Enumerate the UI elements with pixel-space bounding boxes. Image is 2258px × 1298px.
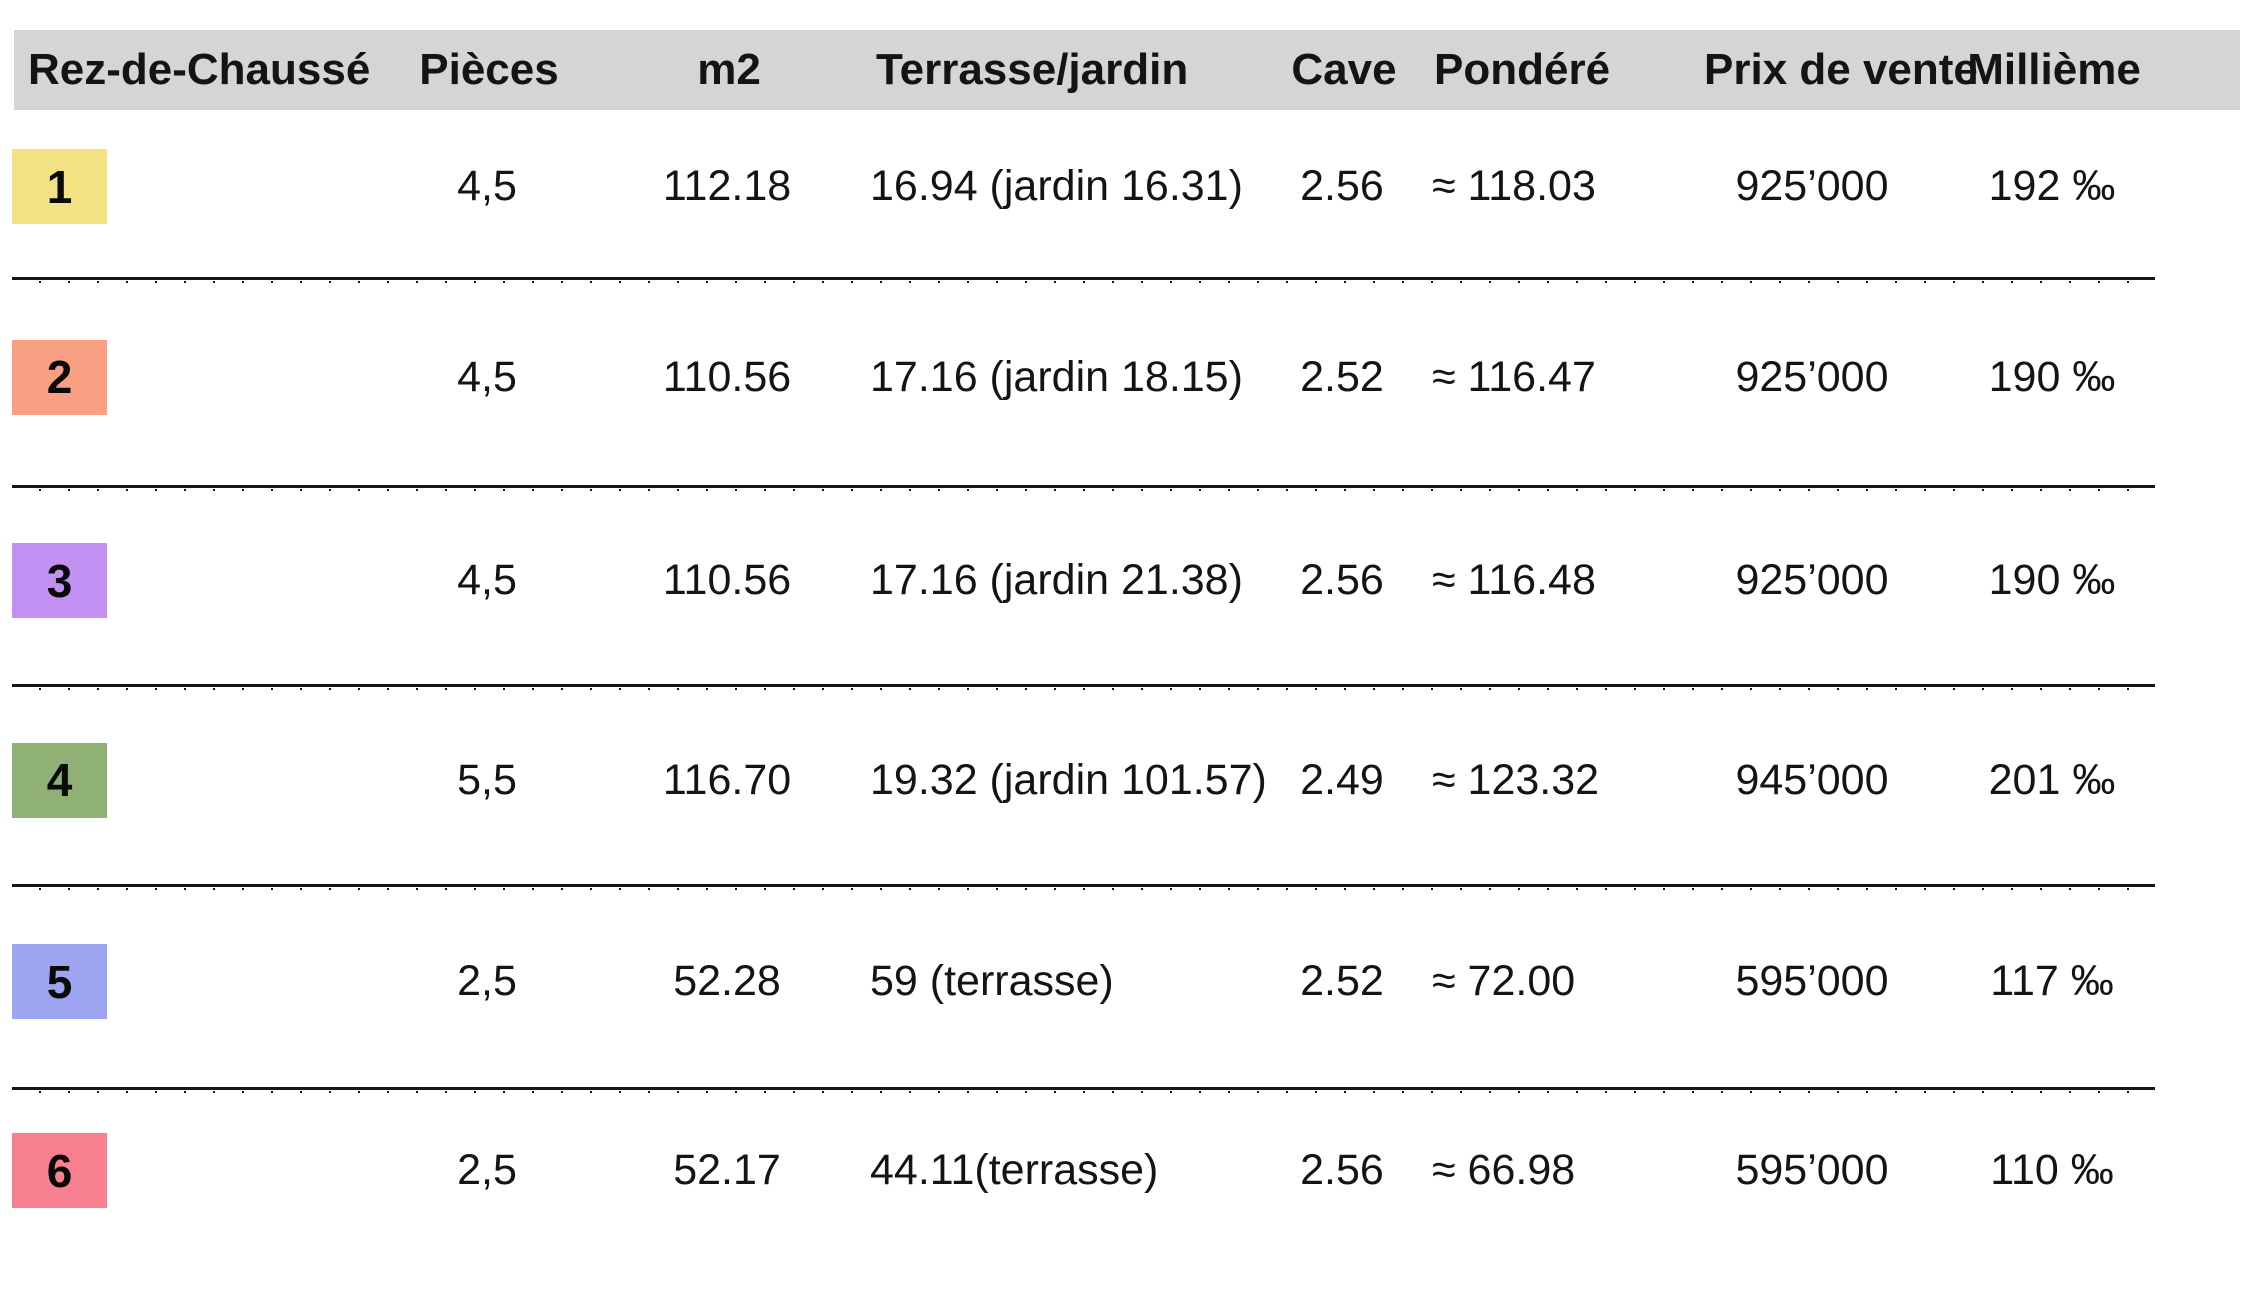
- cave-cell: 2.52: [1300, 352, 1384, 401]
- m2-cell: 110.56: [662, 352, 792, 401]
- prix-cell: 925’000: [1735, 352, 1889, 401]
- pieces-cell: 4,5: [457, 352, 517, 401]
- header-cave: Cave: [1291, 45, 1397, 94]
- m2-cell: 116.70: [662, 755, 792, 804]
- terrasse-cell: 17.16 (jardin 18.15): [870, 352, 1243, 401]
- terrasse-cell: 44.11(terrasse): [870, 1146, 1159, 1194]
- m2-cell: 52.17: [673, 1146, 781, 1194]
- header-pieces: Pièces: [419, 45, 559, 94]
- cave-cell: 2.56: [1300, 556, 1384, 604]
- table-header-row: Rez-de-Chaussé Pièces m2 Terrasse/jardin…: [14, 30, 2240, 110]
- price-table-sheet: Rez-de-Chaussé Pièces m2 Terrasse/jardin…: [0, 30, 2258, 1298]
- table-row: 5 2,5 52.28 59 (terrasse) 2.52 ≈ 72.00 5…: [12, 890, 2252, 1093]
- pieces-cell: 5,5: [457, 755, 517, 804]
- header-millieme: Millième: [1967, 45, 2141, 94]
- millieme-cell: 201 ‰: [1988, 755, 2116, 804]
- unit-badge: 4: [12, 742, 107, 818]
- header-terrasse-jardin: Terrasse/jardin: [876, 45, 1189, 94]
- header-m2: m2: [697, 45, 761, 94]
- unit-badge: 3: [12, 543, 107, 618]
- pieces-cell: 2,5: [457, 957, 517, 1005]
- terrasse-cell: 17.16 (jardin 21.38): [870, 556, 1243, 604]
- terrasse-cell: 59 (terrasse): [870, 957, 1114, 1005]
- millieme-cell: 110 ‰: [1990, 1146, 2114, 1194]
- millieme-cell: 190 ‰: [1988, 556, 2116, 604]
- pondere-cell: ≈ 116.48: [1432, 556, 1596, 604]
- pieces-cell: 4,5: [457, 556, 517, 604]
- prix-cell: 945’000: [1735, 755, 1889, 804]
- cave-cell: 2.52: [1300, 957, 1384, 1005]
- table-body: 1 4,5 112.18 16.94 (jardin 16.31) 2.56 ≈…: [12, 110, 2252, 1268]
- prix-cell: 925’000: [1735, 162, 1889, 210]
- pieces-cell: 2,5: [457, 1146, 517, 1194]
- table-row: 2 4,5 110.56 17.16 (jardin 18.15) 2.52 ≈…: [12, 283, 2252, 491]
- pondere-cell: ≈ 66.98: [1432, 1146, 1576, 1194]
- terrasse-cell: 16.94 (jardin 16.31): [870, 162, 1243, 210]
- table-row: 4 5,5 116.70 19.32 (jardin 101.57) 2.49 …: [12, 690, 2252, 890]
- table-row: 6 2,5 52.17 44.11(terrasse) 2.56 ≈ 66.98…: [12, 1093, 2252, 1268]
- unit-badge: 2: [12, 339, 107, 415]
- prix-cell: 925’000: [1735, 556, 1889, 604]
- cave-cell: 2.49: [1300, 755, 1384, 804]
- millieme-cell: 117 ‰: [1990, 957, 2114, 1005]
- pondere-cell: ≈ 123.32: [1432, 755, 1600, 804]
- table-row: 3 4,5 110.56 17.16 (jardin 21.38) 2.56 ≈…: [12, 491, 2252, 690]
- unit-badge: 1: [12, 149, 107, 224]
- m2-cell: 52.28: [673, 957, 781, 1005]
- prix-cell: 595’000: [1735, 1146, 1889, 1194]
- terrasse-cell: 19.32 (jardin 101.57): [870, 755, 1267, 804]
- pondere-cell: ≈ 72.00: [1432, 957, 1576, 1005]
- m2-cell: 112.18: [662, 162, 792, 210]
- unit-badge: 5: [12, 944, 107, 1019]
- m2-cell: 110.56: [662, 556, 792, 604]
- millieme-cell: 192 ‰: [1988, 162, 2116, 210]
- prix-cell: 595’000: [1735, 957, 1889, 1005]
- header-pondere: Pondéré: [1434, 45, 1611, 94]
- header-prix-de-vente: Prix de vente: [1704, 45, 1978, 94]
- table-row: 1 4,5 112.18 16.94 (jardin 16.31) 2.56 ≈…: [12, 110, 2252, 283]
- millieme-cell: 190 ‰: [1988, 352, 2116, 401]
- pondere-cell: ≈ 118.03: [1432, 162, 1596, 210]
- pondere-cell: ≈ 116.47: [1432, 352, 1596, 401]
- unit-badge: 6: [12, 1133, 107, 1208]
- pieces-cell: 4,5: [457, 162, 517, 210]
- header-rez-de-chausse: Rez-de-Chaussé: [28, 45, 371, 94]
- cave-cell: 2.56: [1300, 162, 1384, 210]
- cave-cell: 2.56: [1300, 1146, 1384, 1194]
